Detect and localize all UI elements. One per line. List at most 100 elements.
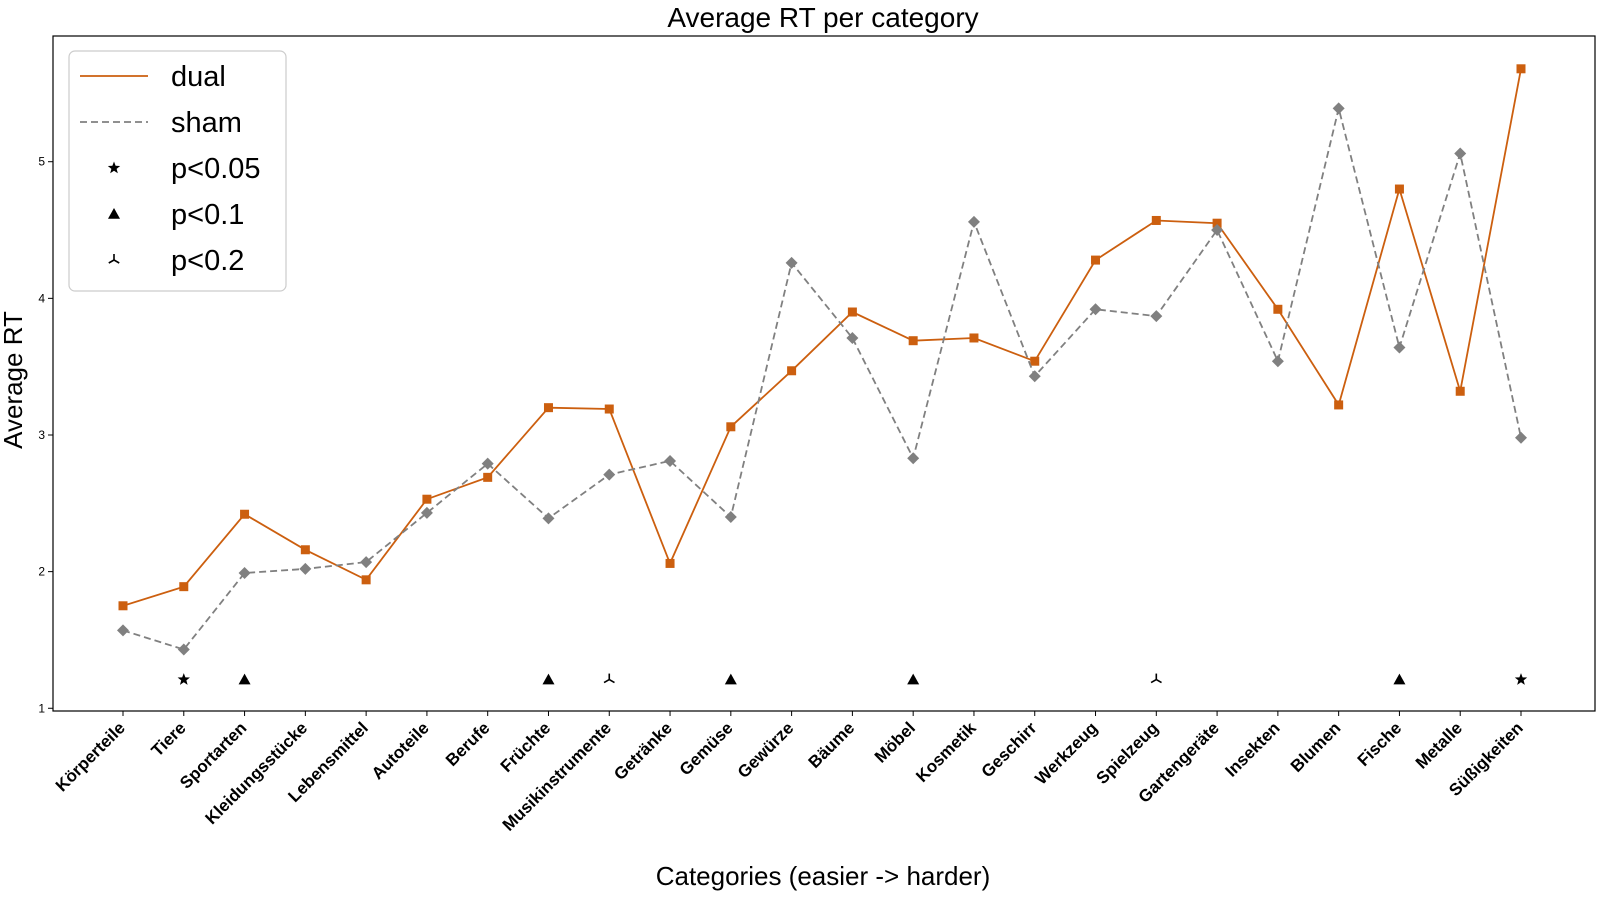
x-tick-label: Getränke <box>610 718 676 784</box>
data-point-sham <box>1332 102 1345 115</box>
series-sham <box>117 102 1527 656</box>
data-point-sham <box>1271 355 1284 368</box>
data-point-dual <box>787 366 797 376</box>
data-point-sham <box>785 256 798 269</box>
series-line-sham <box>122 108 1522 651</box>
data-point-dual <box>1394 184 1404 194</box>
x-tick-label: Gewürze <box>734 718 798 782</box>
y-tick-label: 2 <box>38 565 45 579</box>
tri-down-arm <box>608 678 615 684</box>
data-point-dual <box>1212 218 1222 228</box>
significance-markers <box>177 673 1528 685</box>
significance-star <box>1514 673 1528 685</box>
significance-tri-down <box>1150 673 1162 684</box>
x-tick-label: Blumen <box>1287 718 1345 776</box>
significance-triangle <box>907 673 920 685</box>
data-point-sham <box>542 512 555 525</box>
legend-frame <box>68 50 287 292</box>
data-point-sham <box>1393 341 1406 354</box>
significance-triangle <box>542 673 555 685</box>
data-point-dual <box>1334 400 1344 410</box>
significance-tri-down <box>603 673 615 684</box>
data-point-sham <box>664 454 677 467</box>
data-point-dual <box>847 307 857 317</box>
tri-down-arm <box>1155 678 1162 684</box>
x-tick-label: Autoteile <box>368 718 433 783</box>
x-tick-label: Möbel <box>871 718 919 766</box>
data-point-sham <box>907 452 920 465</box>
data-point-dual <box>1091 255 1101 265</box>
legend-label: p<0.2 <box>171 245 244 277</box>
tri-down-arm <box>603 678 610 684</box>
x-tick-label: Tiere <box>148 718 190 760</box>
data-point-dual <box>118 601 128 611</box>
data-point-dual <box>543 403 553 413</box>
x-tick-label: Kleidungsstücke <box>202 718 312 828</box>
x-tick-label: Gemüse <box>676 718 737 779</box>
data-point-sham <box>177 643 190 656</box>
data-point-dual <box>1455 386 1465 396</box>
data-point-dual <box>300 545 310 555</box>
series-layer <box>117 64 1527 656</box>
x-tick-label: Metalle <box>1412 718 1466 772</box>
y-tick-label: 5 <box>38 155 45 169</box>
data-point-sham <box>1515 431 1527 444</box>
data-point-sham <box>117 624 129 637</box>
data-point-dual <box>1516 64 1526 74</box>
x-tick-label: Werkzeug <box>1031 718 1101 788</box>
y-axis: 1 2 3 4 5 <box>38 155 53 715</box>
data-point-sham <box>967 215 980 228</box>
y-tick-label: 1 <box>38 701 45 715</box>
data-point-dual <box>969 333 979 343</box>
data-point-dual <box>483 472 493 482</box>
legend-label: p<0.05 <box>171 153 261 185</box>
legend-handle-triangle <box>108 208 120 219</box>
legend-handle-tri-down <box>108 254 120 264</box>
significance-triangle <box>1393 673 1406 685</box>
data-point-dual <box>179 582 189 592</box>
tri-down-arm <box>108 259 115 264</box>
data-point-dual <box>1273 304 1283 314</box>
x-tick-label: Früchte <box>497 718 555 776</box>
x-tick-label: Körperteile <box>52 718 129 795</box>
plot-area-frame <box>52 35 1596 712</box>
legend-label: p<0.1 <box>171 199 244 231</box>
x-axis: Körperteile TiereSportartenKleidungsstück… <box>52 711 1527 835</box>
data-point-sham <box>1089 303 1102 316</box>
x-tick-label: Kosmetik <box>912 718 980 786</box>
data-point-dual <box>240 509 250 519</box>
legend-label: sham <box>171 107 242 139</box>
y-axis-label: Average RT <box>0 311 28 449</box>
data-point-dual <box>604 404 614 414</box>
x-tick-label: Insekten <box>1221 718 1283 780</box>
data-point-sham <box>1454 147 1467 160</box>
data-point-sham <box>1211 224 1224 237</box>
data-point-sham <box>299 562 312 575</box>
tri-down-arm <box>113 259 120 264</box>
data-point-dual <box>361 575 371 585</box>
data-point-sham <box>1028 370 1041 383</box>
data-point-sham <box>420 506 433 519</box>
legend-handle-star <box>107 161 121 174</box>
data-point-sham <box>360 556 373 569</box>
series-dual <box>118 64 1526 611</box>
data-point-sham <box>724 510 737 523</box>
series-line-dual <box>122 68 1522 607</box>
data-point-dual <box>1030 356 1040 366</box>
data-point-sham <box>603 468 616 481</box>
x-tick-label: Geschirr <box>978 718 1041 781</box>
significance-triangle <box>724 673 737 685</box>
x-tick-label: Fische <box>1354 718 1406 770</box>
legend: dual sham p<0.05 p<0.1 p<0.2 <box>68 50 287 292</box>
data-point-sham <box>846 331 859 344</box>
data-point-dual <box>665 558 675 568</box>
data-point-dual <box>1151 215 1161 225</box>
x-axis-label: Categories (easier -> harder) <box>656 861 991 891</box>
y-tick-label: 3 <box>38 428 45 442</box>
chart-title: Average RT per category <box>667 2 978 33</box>
data-point-dual <box>726 422 736 432</box>
data-point-dual <box>908 336 918 346</box>
data-point-dual <box>422 494 432 504</box>
y-tick-label: 4 <box>38 291 45 305</box>
